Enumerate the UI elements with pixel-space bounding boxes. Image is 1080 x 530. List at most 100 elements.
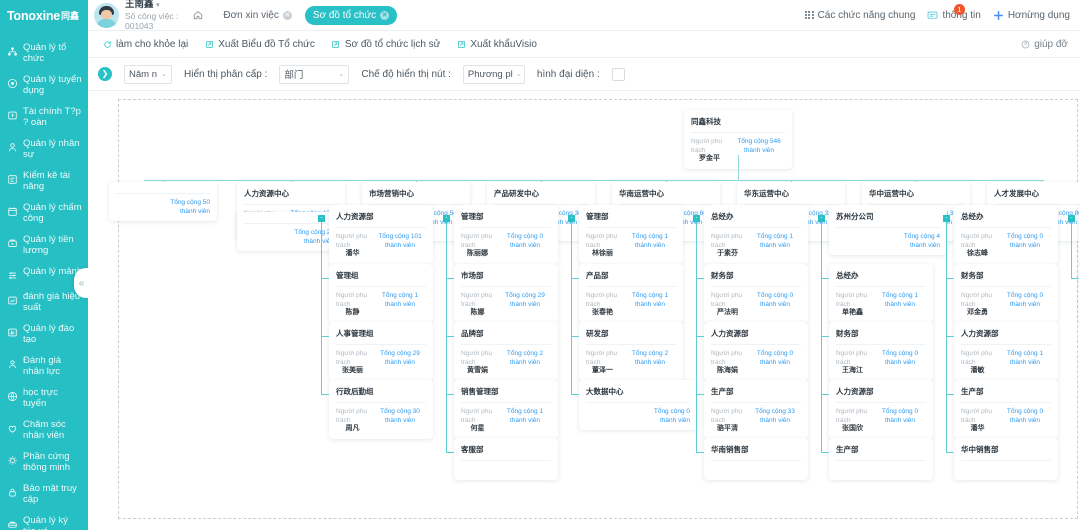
node-lead-name: 邓金勇 [967,309,988,316]
node-divider [116,193,210,194]
sidebar-collapse-button[interactable]: « [74,268,88,298]
sidebar-item-13[interactable]: Phần cứng thông minh [0,446,88,478]
org-node-sub-3-1[interactable]: 产品部 Người phụ trách 张春艳 Tổng cộng 1 thành v… [579,264,683,323]
node-collapse-toggle-1[interactable]: - [318,215,325,222]
node-divider [586,286,676,287]
close-icon[interactable]: ✕ [380,10,390,20]
sidebar-item-label: Quản lý tổ chức [23,41,67,65]
org-node-sub-1-3[interactable]: 行政后勤组 Người phụ trách 周凡 Tổng cộng 30 thành… [329,380,433,439]
tab-0[interactable]: Đơn xin việc ✕ [215,6,299,25]
message-icon [928,11,938,19]
sidebar-item-12[interactable]: Chăm sóc nhân viên [0,414,88,446]
toolbar-item-3[interactable]: Xuất khẩuVisio [456,39,537,50]
sidebar-item-11[interactable]: học trực tuyến [0,382,88,414]
org-node-sub-1-1[interactable]: 管理组 Người phụ trách 陈静 Tổng cộng 1 thành vi… [329,264,433,323]
add-app-label: Hơnừng dụng [1007,9,1070,21]
toolbar-item-2[interactable]: Sơ đồ tổ chức lịch sử [331,39,440,50]
messages-label: thông tin [942,9,981,21]
org-node-sub-2-3[interactable]: 销售管理部 Người phụ trách 何星 Tổng cộng 1 thành … [454,380,558,439]
node-divider [836,286,926,287]
org-node-sub-4-0[interactable]: 总经办 Người phụ trách 于素芬 Tổng cộng 1 thành v… [704,205,808,264]
org-node-sub-6-4[interactable]: 华中销售部 [954,438,1058,480]
org-chart-canvas[interactable]: 同鑫科技 Người phụ trách 罗金平 Tổng cộng 546 thàn… [88,91,1080,530]
avatar[interactable] [94,2,119,28]
node-count: Tổng cộng 1 thành viên [881,292,919,308]
node-divider [711,344,801,345]
org-node-sub-6-1[interactable]: 财务部 Người phụ trách 邓金勇 Tổng cộng 0 thành v… [954,264,1058,323]
node-collapse-toggle-5[interactable]: - [818,215,825,222]
brand-name: Tonoxine [7,8,61,23]
sidebar-item-5[interactable]: Quản lý chấm công [0,197,88,229]
sidebar-item-15[interactable]: Quản lý ký túc xá [0,510,88,530]
sliders-icon [6,270,18,282]
org-node-sub-1-0[interactable]: 人力资源部 Người phụ trách 潘华 Tổng cộng 101 thàn… [329,205,433,264]
org-node-sub-3-0[interactable]: 管理部 Người phụ trách 林徐丽 Tổng cộng 1 thành v… [579,205,683,264]
grid-icon [804,10,814,20]
org-node-sub-2-1[interactable]: 市场部 Người phụ trách 陈娜 Tổng cộng 29 thành v… [454,264,558,323]
add-app-button[interactable]: Hơnừng dụng [993,10,1070,21]
org-node-sub-2-4[interactable]: 客服部 [454,438,558,480]
status-badge: 1 [953,3,965,15]
sidebar-item-8[interactable]: đánh giá hiệu suất [0,286,88,318]
close-icon[interactable]: ✕ [282,10,292,20]
node-count: Tổng cộng 30 thành viên [380,408,420,424]
hierarchy-label: Hiển thị phân cấp : [184,68,268,80]
org-node-sub-5-4[interactable]: 生产部 [829,438,933,480]
common-functions-button[interactable]: Các chức năng chung [804,10,915,21]
sidebar-item-4[interactable]: Kiểm kê tài năng [0,165,88,197]
org-node-sub-6-2[interactable]: 人力资源部 Người phụ trách 潘敏 Tổng cộng 1 thành … [954,322,1058,381]
node-mode-select[interactable]: Phương pl ⌄ [462,64,525,84]
messages-button[interactable]: thông tin 1 [927,3,981,21]
org-node-sub-4-2[interactable]: 人力资源部 Người phụ trách 陈海娟 Tổng cộng 0 thành… [704,322,808,381]
org-node-sub-3-3[interactable]: 大数据中心 Tổng cộng 0 thành viên [579,380,697,430]
org-node-sub-4-3[interactable]: 生产部 Người phụ trách 骆平清 Tổng cộng 33 thành … [704,380,808,439]
sidebar-item-0[interactable]: Quản lý tổ chức [0,37,88,69]
org-node-sub-5-3[interactable]: 人力资源部 Người phụ trách 张国欣 Tổng cộng 0 thành… [829,380,933,439]
sidebar-item-7[interactable]: Quản lý mảnh [0,261,88,286]
node-collapse-toggle-7[interactable]: - [1068,215,1075,222]
care-icon [6,423,18,435]
node-collapse-toggle-3[interactable]: - [568,215,575,222]
sidebar-item-2[interactable]: Tài chính T?p ? oàn [0,101,88,133]
node-lead: Người phụ trách 潘敏 [961,350,993,374]
column-elbow-6-2 [946,336,954,338]
org-node-sub-6-3[interactable]: 生产部 Người phụ trách 潘华 Tổng cộng 0 thành vi… [954,380,1058,439]
org-node-sub-0-0[interactable]: Tổng cộng 26 thành viên [237,212,341,251]
hierarchy-select[interactable]: 部门 ⌄ [279,64,350,84]
tab-1[interactable]: Sơ đồ tổ chức ✕ [304,5,398,25]
node-title: 人力资源部 [836,387,874,396]
help-button[interactable]: giúp đỡ [1021,39,1080,50]
brand-logo[interactable]: Tonoxine 同鑫 [0,0,88,31]
org-node-sub-6-0[interactable]: 总经办 Người phụ trách 徐志峰 Tổng cộng 0 thành v… [954,205,1058,264]
sidebar-item-9[interactable]: Quản lý đào tạo [0,318,88,350]
toolbar-item-1[interactable]: Xuất Biểu đồ Tổ chức [204,39,315,50]
node-collapse-toggle-4[interactable]: - [693,215,700,222]
chevron-right-icon[interactable]: ❯ [98,67,112,81]
sidebar-item-10[interactable]: Đánh giá nhân lực [0,350,88,382]
sidebar-item-6[interactable]: Quản lý tiền lương [0,229,88,261]
sidebar-item-3[interactable]: Quản lý nhân sự [0,133,88,165]
year-select[interactable]: Năm n ⌄ [124,64,172,84]
org-node-sub-2-0[interactable]: 管理部 Người phụ trách 陈丽娜 Tổng cộng 0 thành v… [454,205,558,264]
node-collapse-toggle-6[interactable]: - [943,215,950,222]
sidebar-item-14[interactable]: Bảo mật truy cập [0,478,88,510]
org-node-sub-1-2[interactable]: 人事管理组 Người phụ trách 张美丽 Tổng cộng 29 thàn… [329,322,433,381]
avatar-checkbox[interactable] [611,67,625,81]
org-node-l1-0[interactable]: Tổng cộng 50 thành viên [109,182,217,221]
user-info[interactable]: 王南鑫 ▾ Số công việc : 001043 [125,0,178,31]
node-collapse-toggle-2[interactable]: - [443,215,450,222]
org-node-sub-5-0[interactable]: 苏州分公司 Tổng cộng 4 thành viên [829,205,947,255]
toolbar-item-0[interactable]: làm cho khỏe lại [102,39,188,50]
org-node-sub-2-2[interactable]: 品牌部 Người phụ trách 黄雪娟 Tổng cộng 2 thành v… [454,322,558,381]
plus-icon [993,10,1003,20]
node-count: Tổng cộng 101 thành viên [378,233,422,249]
tab-home[interactable] [186,6,210,25]
org-node-sub-4-4[interactable]: 华南销售部 [704,438,808,480]
user-name-row[interactable]: 王南鑫 ▾ [125,0,178,11]
org-node-sub-5-2[interactable]: 财务部 Người phụ trách 王海江 Tổng cộng 0 thành v… [829,322,933,381]
org-node-sub-4-1[interactable]: 财务部 Người phụ trách 严法明 Tổng cộng 0 thành v… [704,264,808,323]
org-node-sub-3-2[interactable]: 研发部 Người phụ trách 董泽一 Tổng cộng 2 thành v… [579,322,683,381]
sidebar-item-1[interactable]: Quản lý tuyển dụng [0,69,88,101]
org-node-sub-5-1[interactable]: 总经办 Người phụ trách 单艳鑫 Tổng cộng 1 thành v… [829,264,933,323]
